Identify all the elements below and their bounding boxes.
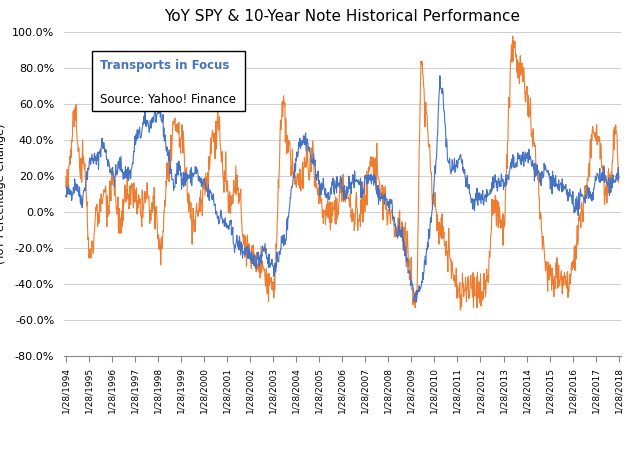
Y-axis label: (YoY Percentage Change): (YoY Percentage Change) [0, 124, 6, 265]
Text: Source: Yahoo! Finance: Source: Yahoo! Finance [100, 93, 236, 106]
Title: YoY SPY & 10-Year Note Historical Performance: YoY SPY & 10-Year Note Historical Perfor… [164, 9, 520, 24]
Text: Transports in Focus: Transports in Focus [100, 59, 230, 72]
Line: SPY: SPY [66, 76, 619, 302]
FancyBboxPatch shape [92, 52, 245, 112]
Line: 10-Yr. Note: 10-Yr. Note [66, 36, 619, 310]
